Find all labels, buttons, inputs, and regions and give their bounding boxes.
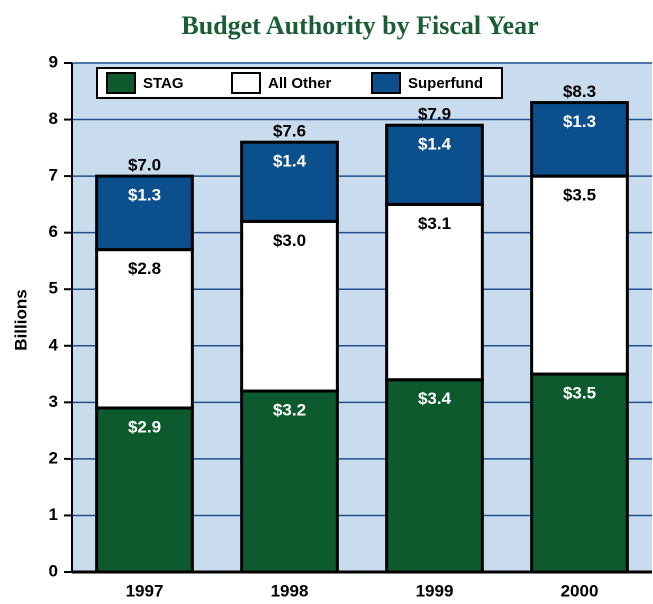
legend-label: STAG [143,75,184,92]
y-tick-label: 7 [49,166,58,185]
y-axis-label: Billions [11,289,30,350]
y-tick-label: 1 [49,505,58,524]
x-tick-label: 1999 [416,581,454,600]
legend-swatch [371,72,401,94]
legend-swatch [231,72,261,94]
x-tick-label: 1998 [271,581,309,600]
chart-title: Budget Authority by Fiscal Year [181,11,538,40]
y-tick-label: 0 [49,561,58,580]
y-tick-label: 5 [49,279,58,298]
value-label: $1.4 [418,135,452,154]
value-label: $1.4 [273,152,307,171]
bar-segment [530,174,629,376]
legend-box [96,67,503,99]
legend-label: Superfund [408,75,483,92]
y-tick-label: 8 [49,109,58,128]
y-tick-label: 6 [49,222,58,241]
bar-segment [530,372,629,574]
value-label: $3.5 [563,186,596,205]
bar-segment [385,378,484,574]
bar-segment [95,248,194,410]
legend-label: All Other [268,75,332,92]
total-label: $7.0 [128,156,161,175]
value-label: $3.0 [273,231,306,250]
y-tick-label: 2 [49,448,58,467]
value-label: $3.2 [273,401,306,420]
value-label: $3.4 [418,389,452,408]
bar-segment [385,123,484,206]
y-tick-label: 3 [49,392,58,411]
value-label: $3.5 [563,384,596,403]
legend-swatch [106,72,136,94]
y-tick-label: 4 [49,335,59,354]
bar-segment [530,101,629,178]
bar-segment [240,219,339,393]
value-label: $2.8 [128,259,161,278]
value-label: $3.1 [418,214,451,233]
value-label: $2.9 [128,417,161,436]
total-label: $7.6 [273,122,306,141]
total-label: $7.9 [418,105,451,124]
x-tick-label: 1997 [126,581,164,600]
bar-segment [385,202,484,382]
y-tick-label: 9 [49,52,58,71]
value-label: $1.3 [563,112,596,131]
bar-segment [240,389,339,574]
value-label: $1.3 [128,186,161,205]
bar-segment [240,140,339,223]
x-tick-label: 2000 [561,581,599,600]
bar-segment [95,174,194,252]
total-label: $8.3 [563,82,596,101]
